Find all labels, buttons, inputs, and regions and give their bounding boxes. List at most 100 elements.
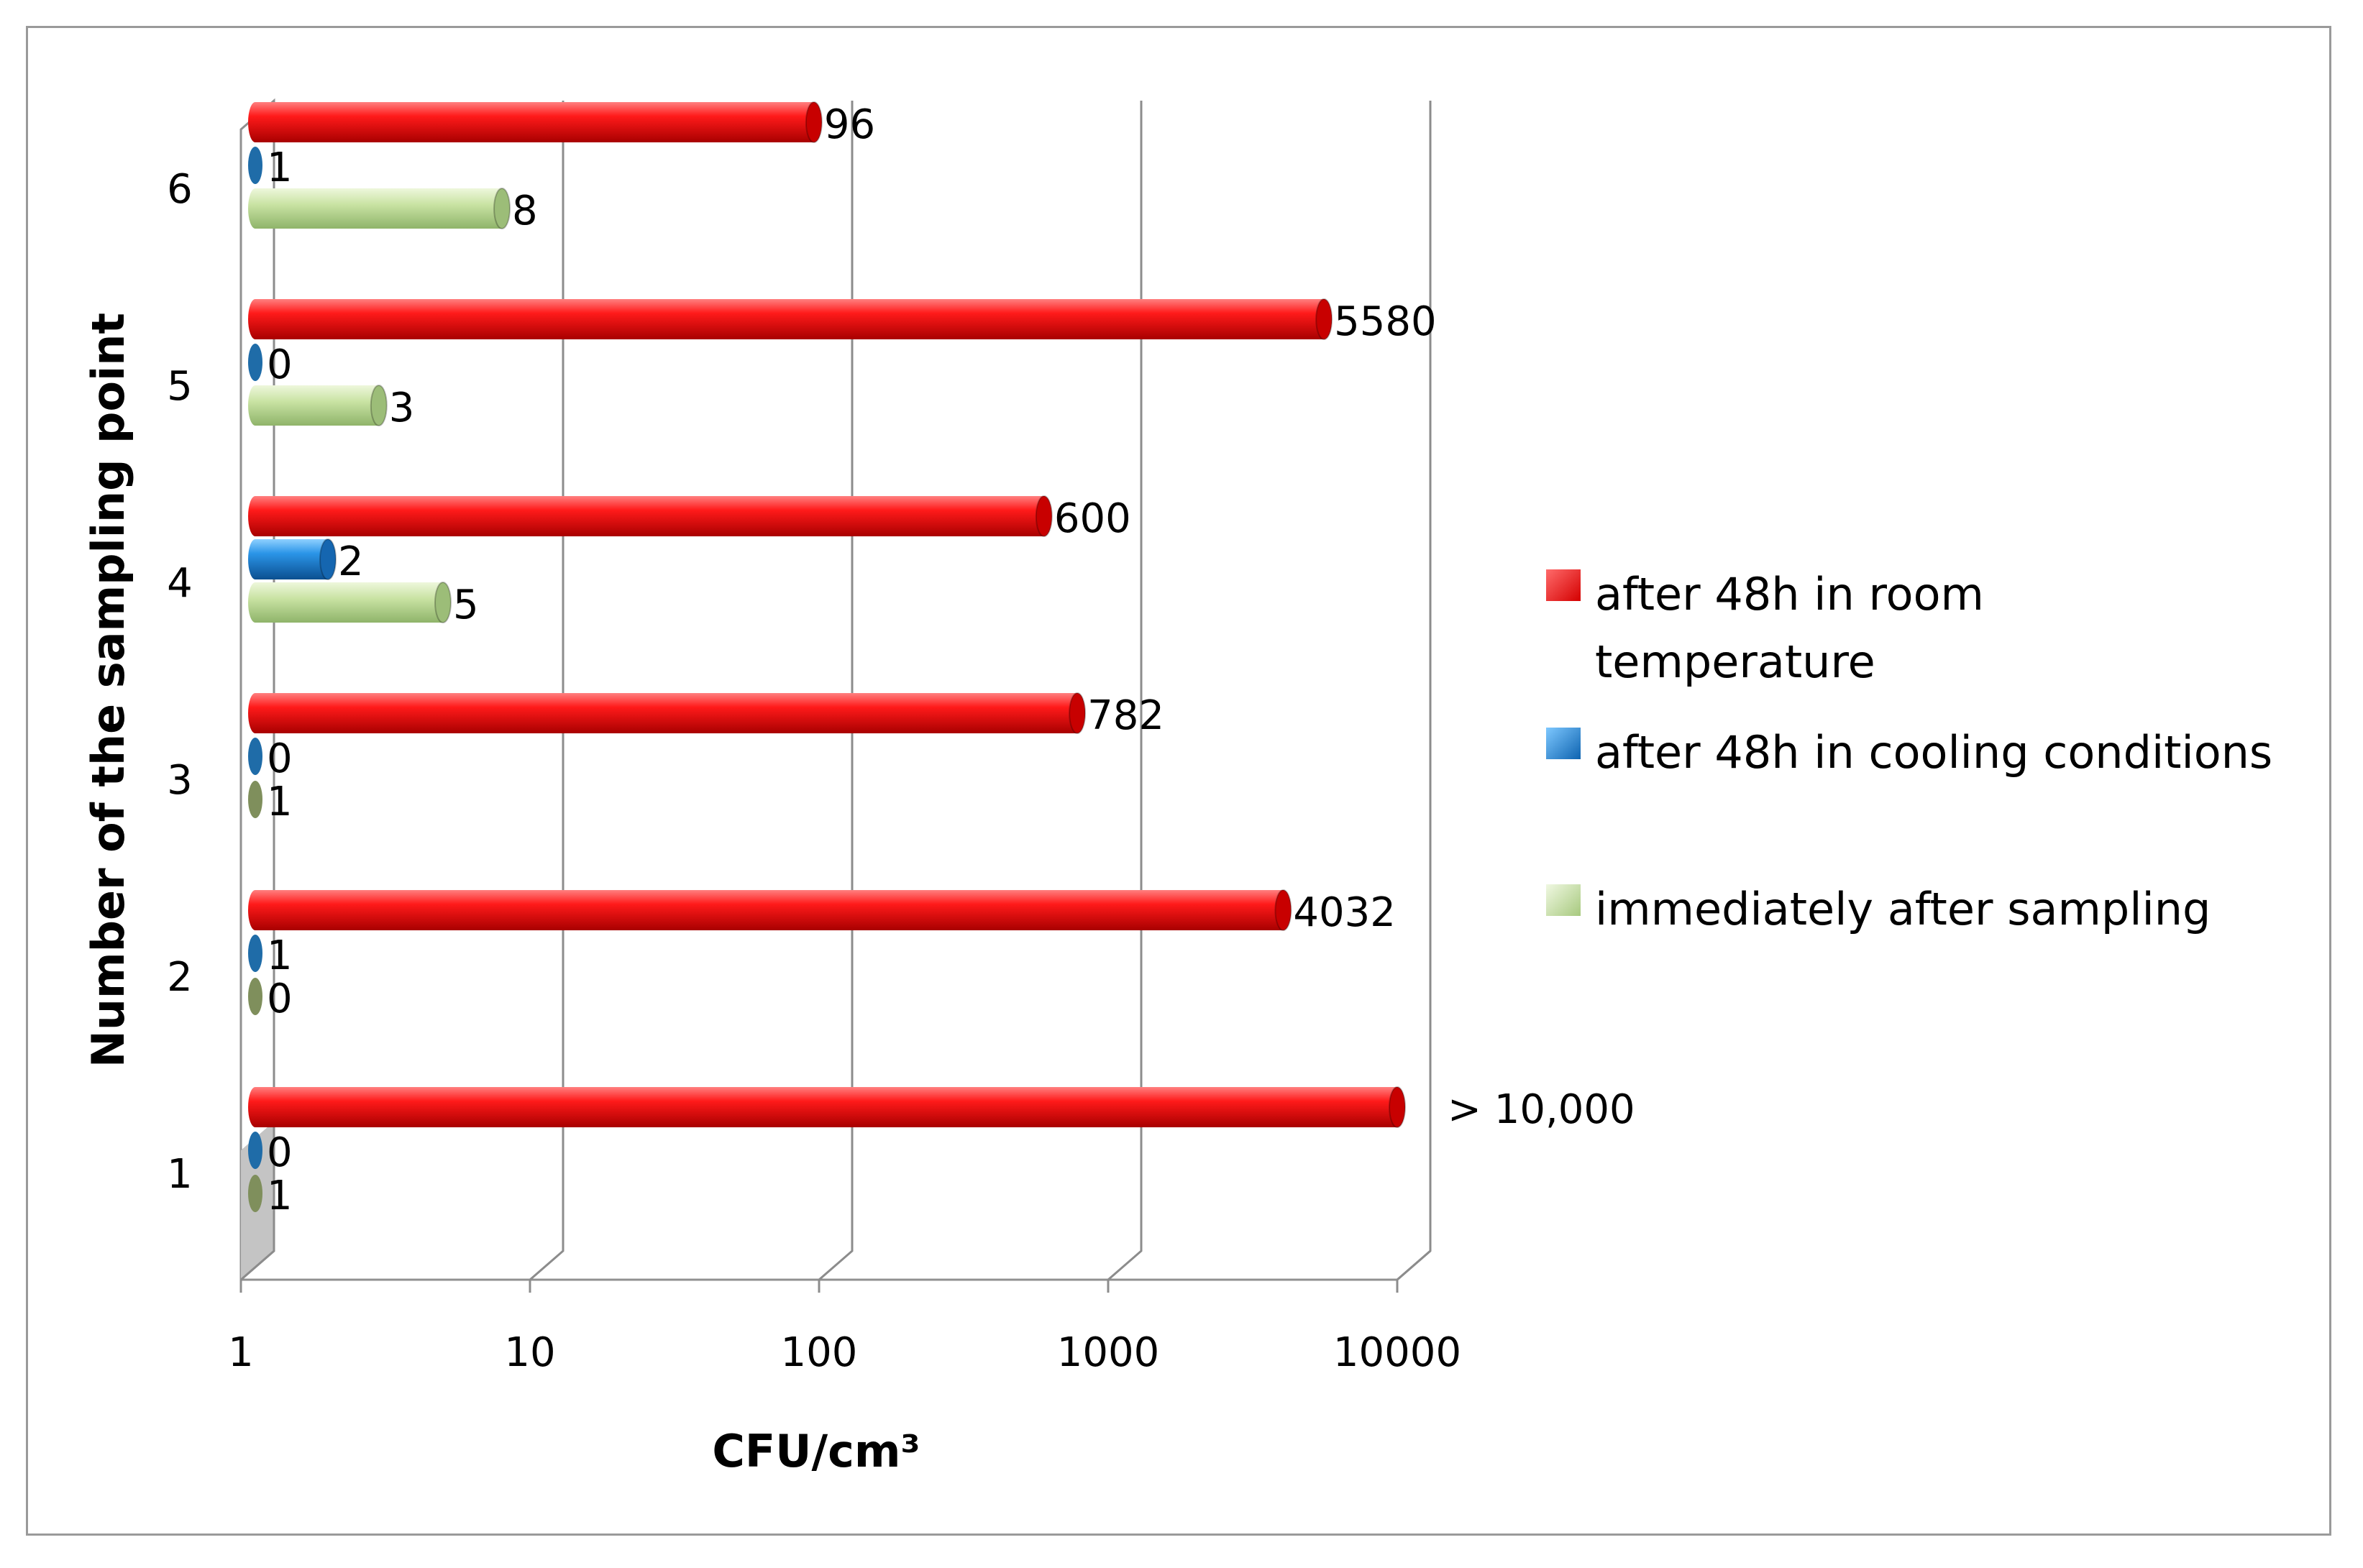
- data-label: 96: [824, 101, 875, 148]
- bar-start-cap: [248, 385, 262, 426]
- legend-label: immediately after sampling: [1595, 883, 2211, 935]
- bar-0-3: [248, 495, 1053, 537]
- bar-flat-marker: [248, 1132, 262, 1169]
- bar-end-cap: [1035, 495, 1053, 537]
- bar-0-0: [248, 1086, 1406, 1128]
- data-label: 5: [453, 582, 479, 628]
- bar-2-2: [248, 781, 262, 818]
- bar-flat-marker: [248, 738, 262, 775]
- x-tick-label: 10000: [1333, 1329, 1461, 1376]
- data-label: 0: [267, 1129, 293, 1176]
- x-tick-labels: 1 10 100 1000 10000: [228, 1329, 1461, 1376]
- bar-end-cap: [370, 385, 388, 426]
- bar-0-2: [248, 692, 1087, 734]
- gridlines: [239, 101, 1432, 1293]
- bar-1-4: [248, 344, 262, 381]
- y-category-label: 2: [167, 954, 193, 1001]
- bar-2-1: [248, 978, 262, 1015]
- bar-flat-marker: [248, 935, 262, 972]
- bar-1-1: [248, 935, 262, 972]
- gridline: [818, 101, 854, 1281]
- legend-swatch-green: [1546, 884, 1581, 916]
- x-tick-label: 1: [228, 1329, 254, 1376]
- data-label: 782: [1087, 692, 1164, 739]
- data-label: 1: [267, 145, 293, 191]
- bar-body: [255, 188, 503, 229]
- data-label: > 10,000: [1448, 1086, 1635, 1133]
- gridline: [529, 101, 565, 1281]
- bar-end-cap: [1069, 692, 1087, 734]
- bar-start-cap: [248, 890, 262, 930]
- bar-1-0: [248, 1132, 262, 1169]
- bar-body: [255, 102, 814, 142]
- bar-start-cap: [248, 1087, 262, 1127]
- y-category-label: 5: [167, 363, 193, 410]
- data-label: 1: [267, 779, 293, 825]
- bar-2-3: [248, 582, 452, 623]
- legend-swatch-red: [1546, 569, 1581, 601]
- y-category-label: 4: [167, 560, 193, 607]
- legend-item-room-temperature: after 48h in room temperature: [1546, 561, 2098, 696]
- bar-body: [255, 582, 443, 623]
- bars: [248, 101, 1406, 1212]
- x-tick-label: 10: [504, 1329, 555, 1376]
- bar-start-cap: [248, 693, 262, 733]
- legend-label: after 48h in cooling conditions: [1595, 726, 2273, 779]
- bar-0-1: [248, 889, 1292, 931]
- bar-end-cap: [493, 188, 511, 229]
- bar-start-cap: [248, 188, 262, 229]
- bar-0-4: [248, 298, 1333, 340]
- bar-body: [255, 890, 1284, 930]
- bar-start-cap: [248, 496, 262, 536]
- y-category-label: 6: [167, 166, 193, 213]
- y-axis-title: Number of the sampling point: [82, 313, 134, 1068]
- legend-swatch-blue: [1546, 728, 1581, 759]
- bar-end-cap: [319, 538, 337, 580]
- bar-end-cap: [1389, 1086, 1406, 1128]
- x-tick-label: 1000: [1057, 1329, 1160, 1376]
- data-label: 600: [1054, 495, 1131, 542]
- bar-body: [255, 1087, 1397, 1127]
- bar-flat-marker: [248, 781, 262, 818]
- gridline: [240, 101, 275, 1281]
- x-axis-title: CFU/cm³: [712, 1425, 920, 1477]
- bar-end-cap: [805, 101, 823, 143]
- bar-2-0: [248, 1175, 262, 1212]
- x-tick-label: 100: [781, 1329, 858, 1376]
- bar-flat-marker: [248, 1175, 262, 1212]
- bar-body: [255, 385, 379, 426]
- bar-flat-marker: [248, 344, 262, 381]
- y-category-label: 1: [167, 1151, 193, 1198]
- y-category-labels: 1 2 3 4 5 6: [167, 166, 193, 1198]
- data-label: 1: [267, 932, 293, 979]
- bar-start-cap: [248, 102, 262, 142]
- bar-start-cap: [248, 539, 262, 579]
- y-category-label: 3: [167, 757, 193, 804]
- bar-body: [255, 539, 329, 579]
- legend-item-cooling: after 48h in cooling conditions: [1546, 719, 2272, 787]
- bar-body: [255, 496, 1044, 536]
- data-label: 0: [267, 976, 293, 1022]
- bar-1-3: [248, 538, 337, 580]
- bar-1-2: [248, 738, 262, 775]
- data-label: 2: [338, 538, 364, 585]
- bar-end-cap: [434, 582, 452, 623]
- data-label: 3: [389, 385, 415, 431]
- bar-body: [255, 693, 1078, 733]
- bar-start-cap: [248, 582, 262, 623]
- data-label: 5580: [1334, 298, 1437, 345]
- data-label: 8: [512, 188, 538, 234]
- data-label: 0: [267, 735, 293, 782]
- bar-end-cap: [1274, 889, 1292, 931]
- chart-frame: [26, 26, 2331, 1536]
- bar-body: [255, 299, 1325, 339]
- bar-end-cap: [1315, 298, 1333, 340]
- legend-item-immediately: immediately after sampling: [1546, 876, 2211, 943]
- legend-label: after 48h in room temperature: [1595, 568, 1984, 688]
- data-label: 1: [267, 1173, 293, 1219]
- bar-flat-marker: [248, 147, 262, 184]
- gridline: [1107, 101, 1143, 1281]
- bar-2-4: [248, 385, 388, 426]
